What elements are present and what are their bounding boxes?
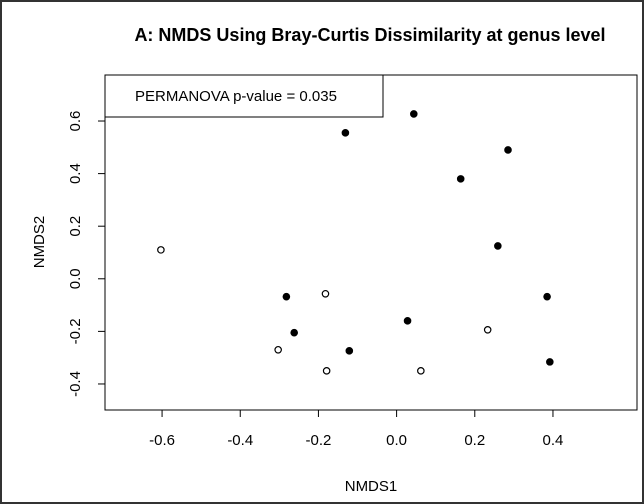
- x-tick-label: -0.2: [305, 432, 331, 449]
- point: [403, 317, 412, 325]
- point: [483, 325, 492, 334]
- annotation-box: [104, 74, 384, 118]
- y-tick-label: 0.2: [67, 216, 84, 237]
- point: [282, 292, 291, 301]
- x-tick-label: -0.4: [227, 432, 253, 449]
- point: [290, 328, 298, 337]
- x-axis-label: NMDS1: [345, 478, 398, 495]
- x-tick-label: 0.4: [543, 432, 564, 449]
- point: [417, 367, 425, 375]
- y-tick-label: -0.2: [67, 318, 84, 344]
- x-tick-label: 0.2: [464, 432, 485, 449]
- chart-title: A: NMDS Using Bray-Curtis Dissimilarity …: [134, 25, 605, 45]
- point: [546, 358, 554, 366]
- point: [345, 347, 354, 355]
- point: [322, 367, 331, 375]
- y-tick-label: -0.4: [67, 371, 84, 397]
- x-tick-label: 0.0: [386, 432, 407, 449]
- point: [494, 242, 502, 250]
- y-tick-label: 0.6: [67, 111, 84, 132]
- point: [274, 345, 282, 354]
- point: [321, 289, 330, 298]
- point: [456, 175, 465, 183]
- y-axis-label: NMDS2: [31, 216, 48, 269]
- point: [543, 292, 551, 301]
- point: [410, 110, 418, 118]
- x-tick-label: -0.6: [149, 432, 175, 449]
- point: [157, 246, 165, 254]
- y-tick-label: 0.0: [67, 268, 84, 289]
- point: [341, 129, 350, 137]
- y-tick-label: 0.4: [67, 163, 84, 184]
- point: [504, 146, 512, 154]
- annotation: PERMANOVA p-value = 0.035: [135, 88, 337, 105]
